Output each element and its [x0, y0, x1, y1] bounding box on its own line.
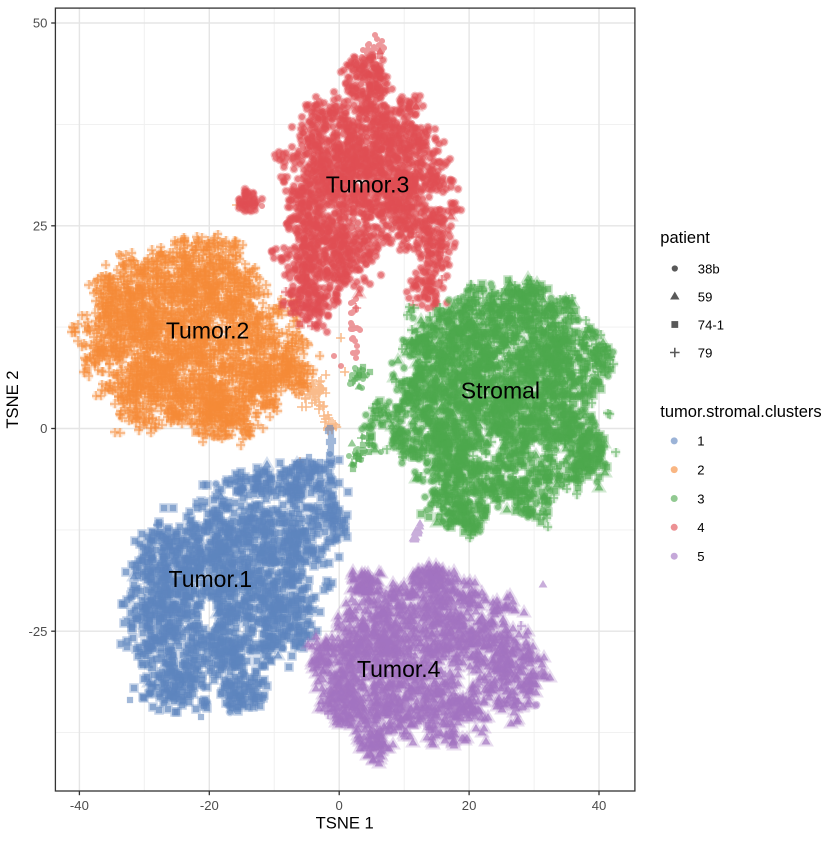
svg-text:-20: -20: [200, 798, 219, 813]
svg-text:25: 25: [33, 219, 48, 234]
svg-text:-40: -40: [70, 798, 89, 813]
svg-text:TSNE 1: TSNE 1: [316, 814, 374, 833]
svg-text:74-1: 74-1: [698, 317, 724, 332]
svg-text:38b: 38b: [698, 261, 720, 276]
svg-text:Stromal: Stromal: [461, 378, 540, 404]
svg-text:Tumor.4: Tumor.4: [357, 656, 441, 682]
svg-text:1: 1: [697, 434, 704, 449]
svg-text:patient: patient: [660, 229, 710, 247]
svg-text:4: 4: [697, 520, 704, 535]
svg-text:Tumor.2: Tumor.2: [166, 318, 250, 344]
svg-text:Tumor.1: Tumor.1: [169, 566, 253, 592]
svg-text:0: 0: [336, 798, 343, 813]
svg-text:tumor.stromal.clusters: tumor.stromal.clusters: [660, 403, 821, 421]
svg-text:-25: -25: [28, 624, 47, 639]
svg-text:79: 79: [698, 345, 713, 360]
svg-text:Tumor.3: Tumor.3: [326, 172, 410, 198]
svg-text:59: 59: [698, 289, 713, 304]
svg-text:0: 0: [40, 421, 47, 436]
svg-text:20: 20: [462, 798, 477, 813]
svg-text:3: 3: [697, 491, 704, 506]
svg-text:2: 2: [697, 462, 704, 477]
svg-text:5: 5: [697, 549, 704, 564]
svg-text:TSNE 2: TSNE 2: [3, 370, 22, 428]
svg-text:50: 50: [33, 16, 48, 31]
svg-text:40: 40: [592, 798, 607, 813]
